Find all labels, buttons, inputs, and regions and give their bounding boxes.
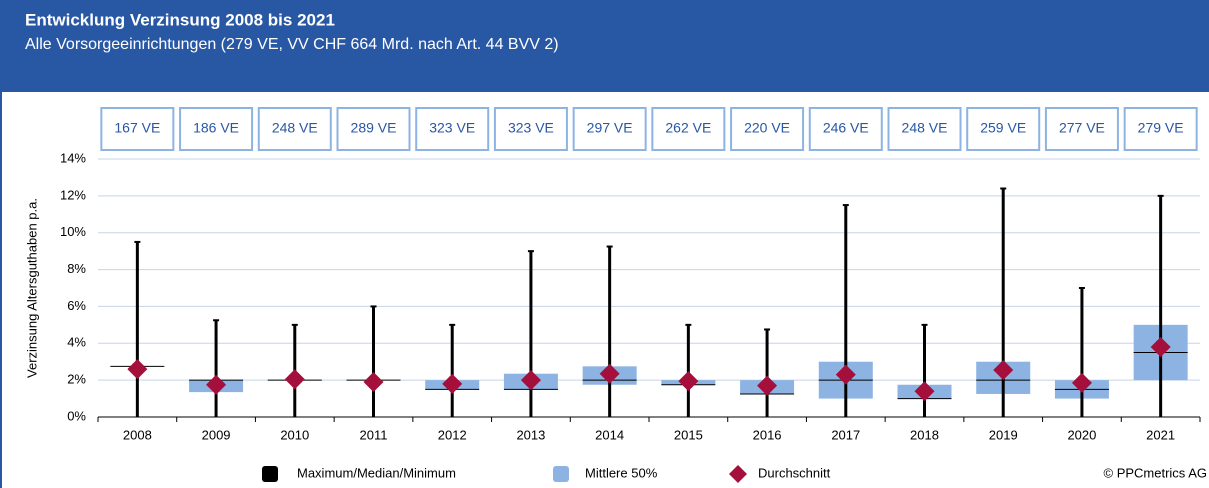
count-label: 248 VE xyxy=(902,120,948,136)
count-label: 167 VE xyxy=(114,120,160,136)
mean-marker xyxy=(520,370,541,391)
x-tick-label: 2008 xyxy=(123,427,152,442)
legend-swatch xyxy=(262,466,278,482)
x-tick-label: 2012 xyxy=(438,427,467,442)
count-label: 246 VE xyxy=(823,120,869,136)
mean-marker xyxy=(363,371,384,392)
x-tick-label: 2010 xyxy=(280,427,309,442)
count-label: 297 VE xyxy=(587,120,633,136)
x-tick-label: 2016 xyxy=(753,427,782,442)
x-tick-label: 2021 xyxy=(1146,427,1175,442)
mean-marker xyxy=(1150,336,1171,357)
mean-marker xyxy=(442,373,463,394)
legend-label: Durchschnitt xyxy=(758,465,831,480)
y-tick-label: 10% xyxy=(60,224,86,239)
count-box xyxy=(1123,107,1198,151)
count-box xyxy=(966,107,1041,151)
count-box xyxy=(808,107,883,151)
count-box xyxy=(179,107,254,151)
x-tick-label: 2009 xyxy=(202,427,231,442)
mean-marker xyxy=(1071,372,1092,393)
x-tick-label: 2014 xyxy=(595,427,624,442)
legend-swatch xyxy=(729,465,747,483)
count-label: 323 VE xyxy=(429,120,475,136)
legend-swatch xyxy=(553,466,569,482)
legend-label: Maximum/Median/Minimum xyxy=(297,465,456,480)
mean-marker xyxy=(678,371,699,392)
header-band xyxy=(0,0,1209,92)
x-tick-label: 2015 xyxy=(674,427,703,442)
x-tick-label: 2020 xyxy=(1067,427,1096,442)
count-label: 277 VE xyxy=(1059,120,1105,136)
mean-marker xyxy=(284,369,305,390)
mean-marker xyxy=(127,359,148,380)
x-tick-label: 2011 xyxy=(360,427,388,442)
count-box xyxy=(572,107,647,151)
y-tick-label: 8% xyxy=(67,261,86,276)
mean-marker xyxy=(206,374,227,395)
y-tick-label: 14% xyxy=(60,150,86,165)
count-label: 323 VE xyxy=(508,120,554,136)
x-tick-label: 2017 xyxy=(831,427,860,442)
y-tick-label: 4% xyxy=(67,335,86,350)
count-label: 262 VE xyxy=(665,120,711,136)
mean-marker xyxy=(757,375,778,396)
count-box xyxy=(493,107,568,151)
source: © PPCmetrics AG xyxy=(1104,465,1208,480)
y-tick-label: 2% xyxy=(67,372,86,387)
count-label: 259 VE xyxy=(980,120,1026,136)
count-box xyxy=(415,107,490,151)
x-tick-label: 2013 xyxy=(516,427,545,442)
count-box xyxy=(336,107,411,151)
x-tick-label: 2018 xyxy=(910,427,939,442)
chart-subtitle: Alle Vorsorgeeinrichtungen (279 VE, VV C… xyxy=(25,36,559,53)
y-axis-label: Verzinsung Altersguthaben p.a. xyxy=(24,198,39,378)
count-box xyxy=(651,107,726,151)
count-box xyxy=(730,107,805,151)
count-label: 289 VE xyxy=(351,120,397,136)
mean-marker xyxy=(993,360,1014,381)
count-box xyxy=(1044,107,1119,151)
count-box xyxy=(887,107,962,151)
count-label: 220 VE xyxy=(744,120,790,136)
left-border xyxy=(0,92,2,488)
mean-marker xyxy=(835,364,856,385)
legend-label: Mittlere 50% xyxy=(585,465,658,480)
count-box xyxy=(257,107,332,151)
count-box xyxy=(100,107,175,151)
count-label: 279 VE xyxy=(1138,120,1184,136)
x-tick-label: 2019 xyxy=(989,427,1018,442)
y-tick-label: 12% xyxy=(60,187,86,202)
y-tick-label: 6% xyxy=(67,298,86,313)
chart-title: Entwicklung Verzinsung 2008 bis 2021 xyxy=(25,10,335,29)
mean-marker xyxy=(914,381,935,402)
count-label: 186 VE xyxy=(193,120,239,136)
count-label: 248 VE xyxy=(272,120,318,136)
mean-marker xyxy=(599,363,620,384)
y-tick-label: 0% xyxy=(67,408,86,423)
